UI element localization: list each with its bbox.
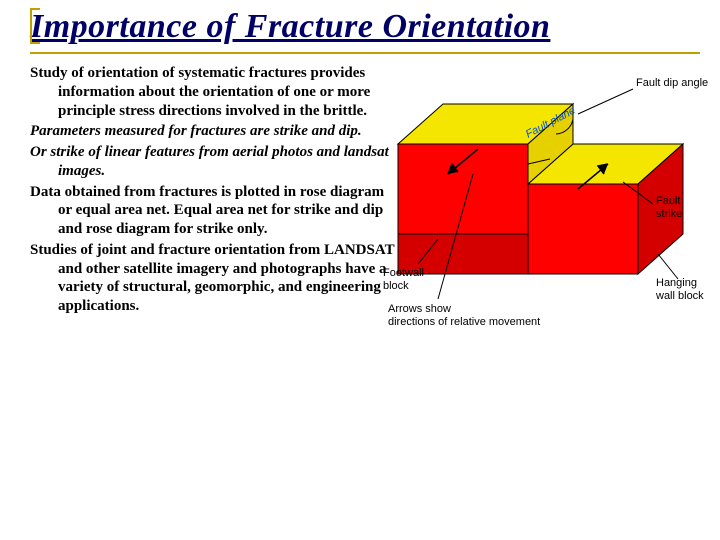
paragraph-3: Or strike of linear features from aerial… [30,143,400,181]
fault-diagram: Fault dip angle Fault plane Fault strike… [378,64,708,344]
paragraph-2: Parameters measured for fractures are st… [30,122,400,141]
paragraph-1: Study of orientation of systematic fract… [30,64,400,120]
body-text: Study of orientation of systematic fract… [30,64,400,316]
hanging-front [528,184,638,274]
label-arrows-2: directions of relative movement [388,316,540,328]
paragraph-4: Data obtained from fractures is plotted … [30,183,400,239]
label-footwall-2: block [383,280,409,292]
title-accent [30,8,40,44]
label-fault-strike-1: Fault [656,195,680,207]
label-hanging-1: Hanging [656,277,697,289]
label-hanging-2: wall block [655,290,704,302]
label-arrows-1: Arrows show [388,303,451,315]
page-title: Importance of Fracture Orientation [30,8,700,46]
label-fault-strike-2: strike [656,208,682,220]
label-fault-dip: Fault dip angle [636,77,708,89]
footwall-front [398,144,528,234]
paragraph-5: Studies of joint and fracture orientatio… [30,241,400,316]
label-footwall-1: Footwall [383,267,424,279]
